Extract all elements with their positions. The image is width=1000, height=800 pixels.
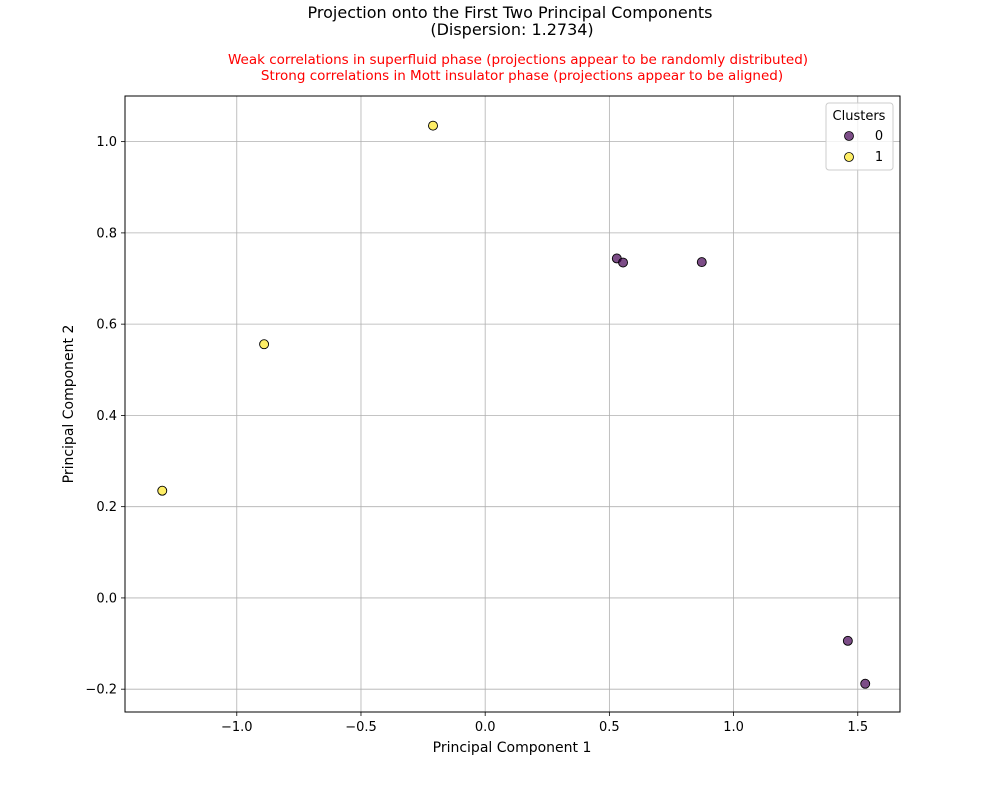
data-point-cluster-0 bbox=[618, 257, 628, 268]
x-tick-label: 1.5 bbox=[847, 720, 868, 735]
plot-frame bbox=[124, 95, 901, 713]
x-tick-label: −0.5 bbox=[345, 720, 377, 735]
y-axis-label: Principal Component 2 bbox=[61, 325, 77, 484]
data-points bbox=[157, 120, 871, 689]
y-axis-ticks: −0.2 0.0 0.2 0.4 0.6 0.8 1.0 bbox=[85, 135, 125, 698]
chart-subtitle-line-1: Weak correlations in superfluid phase (p… bbox=[228, 52, 808, 68]
chart-title-line-1: Projection onto the First Two Principal … bbox=[308, 3, 713, 22]
x-tick-label: −1.0 bbox=[221, 720, 253, 735]
legend-box bbox=[825, 102, 894, 171]
chart-subtitle-line-2: Strong correlations in Mott insulator ph… bbox=[261, 68, 783, 84]
x-tick-label: 1.0 bbox=[723, 720, 744, 735]
legend-label-1: 1 bbox=[875, 150, 883, 165]
y-tick-label: 0.2 bbox=[96, 500, 117, 515]
data-point-cluster-1 bbox=[259, 339, 270, 350]
data-point-cluster-0 bbox=[860, 678, 871, 689]
y-tick-label: 1.0 bbox=[96, 135, 117, 150]
y-tick-label: 0.8 bbox=[96, 226, 117, 241]
x-tick-label: 0.0 bbox=[475, 720, 496, 735]
y-tick-label: 0.0 bbox=[96, 591, 117, 606]
legend-marker-0 bbox=[844, 131, 854, 141]
data-point-cluster-0 bbox=[842, 635, 853, 646]
chart-title-line-2: (Dispersion: 1.2734) bbox=[430, 20, 593, 39]
y-tick-label: −0.2 bbox=[85, 683, 117, 698]
legend-label-0: 0 bbox=[875, 129, 883, 144]
y-tick-label: 0.6 bbox=[96, 318, 117, 333]
data-point-cluster-0 bbox=[696, 257, 707, 268]
x-axis-ticks: −1.0 −0.5 0.0 0.5 1.0 1.5 bbox=[221, 712, 868, 735]
grid-lines bbox=[125, 96, 900, 712]
legend: Clusters 0 1 bbox=[825, 102, 894, 171]
data-point-cluster-1 bbox=[157, 485, 168, 496]
y-tick-label: 0.4 bbox=[96, 409, 117, 424]
x-tick-label: 0.5 bbox=[599, 720, 620, 735]
x-axis-label: Principal Component 1 bbox=[433, 740, 592, 756]
legend-marker-1 bbox=[844, 152, 854, 162]
legend-title: Clusters bbox=[833, 109, 886, 124]
data-point-cluster-1 bbox=[428, 120, 438, 131]
